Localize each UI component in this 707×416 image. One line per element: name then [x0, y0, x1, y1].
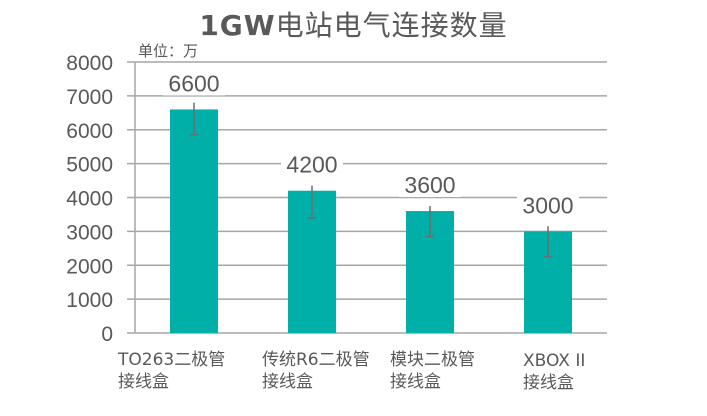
x-axis-label-line1: 模块二极管	[390, 350, 475, 370]
data-label: 3600	[404, 172, 455, 198]
y-tick-label: 5000	[66, 154, 113, 177]
y-tick-label: 7000	[66, 86, 113, 109]
data-label: 3000	[522, 192, 573, 218]
chart-title: 1GW电站电气连接数量	[199, 9, 508, 42]
x-axis-label-line1: XBOX II	[523, 351, 586, 371]
y-tick-label: 0	[101, 323, 113, 346]
x-axis-label-line2: 接线盒	[390, 372, 441, 392]
y-tick-label: 6000	[66, 120, 113, 143]
x-axis-label: 传统R6二极管 接线盒	[262, 349, 370, 393]
x-axis-label: TO263二极管 接线盒	[118, 349, 225, 393]
x-axis-label-line1: TO263二极管	[118, 350, 226, 370]
x-axis-label: 模块二极管 接线盒	[390, 349, 475, 393]
x-axis-label-line2: 接线盒	[262, 372, 313, 392]
y-tick-label: 1000	[66, 289, 113, 312]
data-label-background	[163, 69, 225, 96]
x-axis-label-line1: 传统R6二极管	[262, 350, 370, 370]
x-axis-label-line2: 接线盒	[118, 372, 169, 392]
data-label-background	[281, 150, 343, 177]
data-label: 4200	[286, 152, 337, 178]
data-label-background	[517, 191, 579, 218]
x-axis-label: XBOX II 接线盒	[523, 350, 585, 394]
bar	[170, 109, 218, 333]
y-tick-label: 2000	[66, 255, 113, 278]
data-label: 6600	[168, 70, 219, 96]
y-tick-label: 4000	[66, 188, 113, 211]
y-tick-label: 3000	[66, 221, 113, 244]
data-label-background	[399, 171, 461, 198]
x-axis-label-line2: 接线盒	[523, 373, 574, 393]
unit-label: 单位：万	[138, 42, 199, 60]
y-tick-label: 8000	[66, 52, 113, 75]
